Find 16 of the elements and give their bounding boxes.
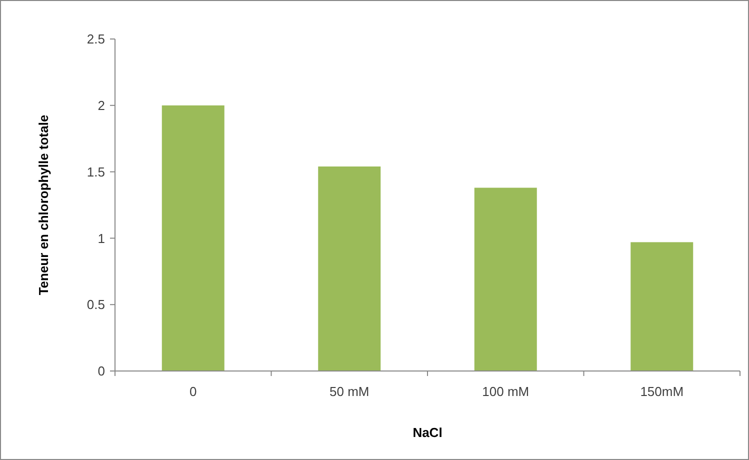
bar: [162, 105, 224, 371]
x-tick-label: 0: [190, 384, 197, 399]
x-tick-label: 150mM: [640, 384, 684, 399]
y-tick-label: 1.5: [86, 164, 105, 180]
y-tick-label: 1: [98, 230, 105, 246]
bar: [630, 242, 694, 371]
bar: [318, 166, 381, 371]
y-tick-label: 0: [98, 364, 105, 379]
y-axis-title: Teneur en chlorophylle totale: [36, 114, 51, 296]
x-tick-label: 100 mM: [482, 384, 530, 399]
y-tick-label: 2: [98, 98, 105, 113]
x-axis-title: NaCl: [412, 425, 442, 440]
x-tick-label: 50 mM: [330, 384, 370, 399]
bar: [474, 188, 537, 371]
y-tick-label: 2.5: [86, 32, 105, 47]
y-tick-label: 0.5: [86, 297, 105, 312]
